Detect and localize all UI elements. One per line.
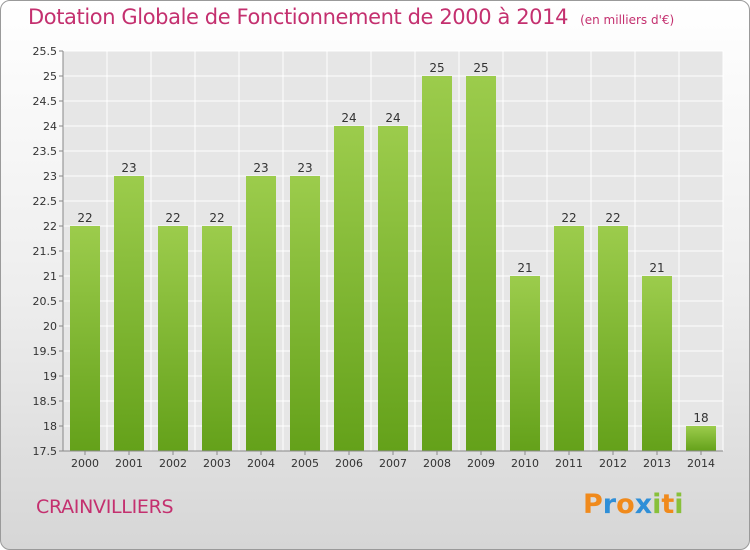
bar-2005 bbox=[290, 176, 320, 451]
bar-2000 bbox=[70, 226, 100, 451]
bar-2010 bbox=[510, 276, 540, 451]
bar-2001 bbox=[114, 176, 144, 451]
data-label-2010: 21 bbox=[517, 261, 532, 275]
bar-2009 bbox=[466, 76, 496, 451]
y-tick-label: 25.5 bbox=[33, 45, 58, 58]
y-tick-label: 23 bbox=[43, 170, 57, 183]
data-label-2006: 24 bbox=[341, 111, 356, 125]
x-tick-label-2008: 2008 bbox=[423, 457, 451, 470]
logo-letter: x bbox=[634, 489, 653, 520]
x-tick-label-2003: 2003 bbox=[203, 457, 231, 470]
y-tick-label: 23.5 bbox=[33, 145, 58, 158]
data-label-2013: 21 bbox=[649, 261, 664, 275]
x-tick-label-2011: 2011 bbox=[555, 457, 583, 470]
x-tick-label-2009: 2009 bbox=[467, 457, 495, 470]
y-tick-label: 21.5 bbox=[33, 245, 58, 258]
x-tick-label-2001: 2001 bbox=[115, 457, 143, 470]
data-label-2014: 18 bbox=[693, 411, 708, 425]
y-tick-label: 24 bbox=[43, 120, 57, 133]
logo-letter: o bbox=[616, 489, 635, 520]
y-tick-label: 25 bbox=[43, 70, 57, 83]
y-tick-label: 19 bbox=[43, 370, 57, 383]
x-tick-label-2007: 2007 bbox=[379, 457, 407, 470]
x-tick-label-2002: 2002 bbox=[159, 457, 187, 470]
y-tick-label: 22.5 bbox=[33, 195, 58, 208]
y-tick-label: 17.5 bbox=[33, 445, 58, 458]
x-tick-label-2014: 2014 bbox=[687, 457, 715, 470]
y-tick-label: 18 bbox=[43, 420, 57, 433]
logo-letter: r bbox=[602, 489, 617, 520]
data-label-2000: 22 bbox=[77, 211, 92, 225]
chart-subtitle: (en milliers d'€) bbox=[580, 13, 675, 27]
logo-letter: t bbox=[661, 489, 675, 520]
y-tick-label: 19.5 bbox=[33, 345, 58, 358]
y-tick-label: 20.5 bbox=[33, 295, 58, 308]
bar-2003 bbox=[202, 226, 232, 451]
y-tick-label: 21 bbox=[43, 270, 57, 283]
data-label-2009: 25 bbox=[473, 61, 488, 75]
bar-2013 bbox=[642, 276, 672, 451]
y-tick-label: 20 bbox=[43, 320, 57, 333]
data-label-2002: 22 bbox=[165, 211, 180, 225]
y-tick-label: 18.5 bbox=[33, 395, 58, 408]
logo-letter: i bbox=[652, 489, 662, 520]
bar-2008 bbox=[422, 76, 452, 451]
x-tick-label-2013: 2013 bbox=[643, 457, 671, 470]
chart-title: Dotation Globale de Fonctionnement de 20… bbox=[28, 5, 674, 29]
commune-name: CRAINVILLIERS bbox=[36, 496, 174, 518]
logo-letter: P bbox=[583, 489, 603, 520]
x-tick-label-2005: 2005 bbox=[291, 457, 319, 470]
data-label-2004: 23 bbox=[253, 161, 268, 175]
y-tick-label: 22 bbox=[43, 220, 57, 233]
data-label-2007: 24 bbox=[385, 111, 400, 125]
logo-letter: i bbox=[674, 489, 684, 520]
data-label-2008: 25 bbox=[429, 61, 444, 75]
bar-2006 bbox=[334, 126, 364, 451]
bar-2012 bbox=[598, 226, 628, 451]
x-tick-label-2006: 2006 bbox=[335, 457, 363, 470]
bar-2014 bbox=[686, 426, 716, 451]
data-label-2001: 23 bbox=[121, 161, 136, 175]
y-tick-label: 24.5 bbox=[33, 95, 58, 108]
x-tick-label-2004: 2004 bbox=[247, 457, 275, 470]
data-label-2011: 22 bbox=[561, 211, 576, 225]
bar-2011 bbox=[554, 226, 584, 451]
data-label-2003: 22 bbox=[209, 211, 224, 225]
proxiti-logo: Proxiti bbox=[583, 489, 684, 520]
data-label-2005: 23 bbox=[297, 161, 312, 175]
bar-2007 bbox=[378, 126, 408, 451]
data-label-2012: 22 bbox=[605, 211, 620, 225]
x-tick-label-2000: 2000 bbox=[71, 457, 99, 470]
bar-2002 bbox=[158, 226, 188, 451]
bar-2004 bbox=[246, 176, 276, 451]
x-tick-label-2012: 2012 bbox=[599, 457, 627, 470]
x-tick-label-2010: 2010 bbox=[511, 457, 539, 470]
chart-title-text: Dotation Globale de Fonctionnement de 20… bbox=[28, 5, 569, 29]
